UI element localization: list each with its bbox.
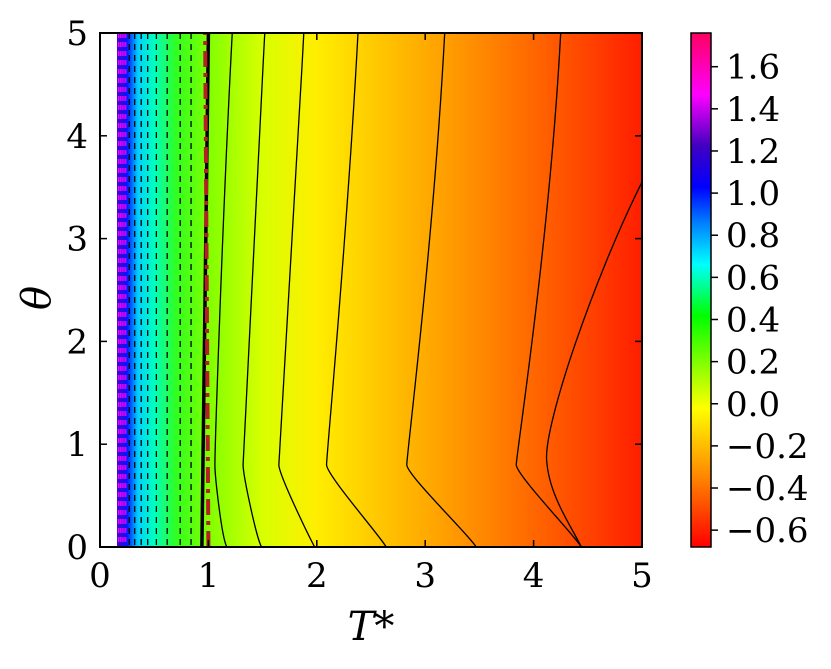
contour-line-negative bbox=[325, 33, 387, 547]
x-tick-label: 2 bbox=[306, 556, 328, 596]
contour-line-negative bbox=[406, 33, 477, 547]
colorbar-tick-label: −0.6 bbox=[726, 511, 809, 551]
contour-lines bbox=[117, 33, 642, 547]
colorbar-tick-label: 1.2 bbox=[726, 132, 780, 172]
colorbar-tick-label: 1.6 bbox=[726, 48, 780, 88]
x-tick-label: 0 bbox=[89, 556, 111, 596]
colorbar-tick-label: 0.6 bbox=[726, 258, 780, 298]
contour-line-negative-edge bbox=[545, 181, 642, 547]
colorbar-tick-label: −0.2 bbox=[726, 427, 809, 467]
colorbar-tick-label: 0.0 bbox=[726, 385, 780, 425]
y-tick-label: 3 bbox=[66, 220, 88, 260]
contour-line-negative bbox=[242, 33, 266, 547]
contour-line-negative bbox=[515, 33, 582, 547]
colorbar-tick-label: −0.4 bbox=[726, 469, 809, 509]
x-tick-label: 1 bbox=[198, 556, 220, 596]
y-tick-label: 0 bbox=[66, 528, 88, 568]
colorbar-ticks: 1.61.41.21.00.80.60.40.20.0−0.2−0.4−0.6 bbox=[711, 48, 809, 551]
y-tick-label: 4 bbox=[66, 117, 88, 157]
colorbar-tick-label: 1.0 bbox=[726, 174, 780, 214]
colorbar bbox=[690, 32, 712, 548]
colorbar-tick-label: 0.4 bbox=[726, 300, 780, 340]
colorbar-tick-label: 1.4 bbox=[726, 90, 780, 130]
y-tick-label: 5 bbox=[66, 14, 88, 54]
y-tick-label: 2 bbox=[66, 322, 88, 362]
reference-line bbox=[203, 33, 211, 547]
y-tick-label: 1 bbox=[66, 425, 88, 465]
x-axis-label: T* bbox=[348, 604, 395, 650]
x-tick-label: 4 bbox=[523, 556, 545, 596]
y-axis-label: θ bbox=[14, 286, 60, 310]
y-ticks: 0 1 2 3 4 5 bbox=[66, 14, 642, 568]
x-tick-label: 3 bbox=[414, 556, 436, 596]
plot-frame bbox=[99, 32, 643, 548]
contour-line-negative bbox=[278, 33, 316, 547]
plot-field bbox=[100, 33, 642, 547]
x-ticks: 0 1 2 3 4 5 bbox=[89, 33, 653, 596]
masked-region bbox=[100, 33, 117, 547]
colorbar-tick-label: 0.8 bbox=[726, 216, 780, 256]
contour-line-negative bbox=[214, 33, 233, 547]
colorbar-tick-label: 0.2 bbox=[726, 343, 780, 383]
x-tick-label: 5 bbox=[631, 556, 653, 596]
